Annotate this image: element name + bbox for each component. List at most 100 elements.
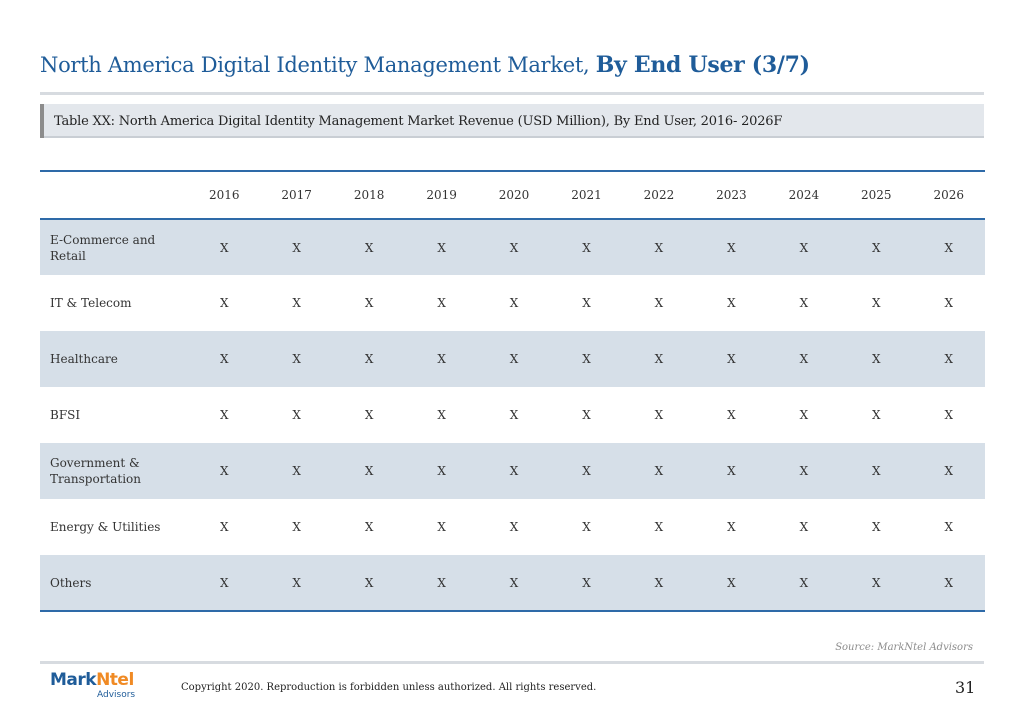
table-cell: X	[437, 296, 446, 310]
footer-divider	[40, 661, 984, 664]
table-caption: Table XX: North America Digital Identity…	[54, 114, 783, 129]
table-row: E-Commerce and Retail X X X X X X X X X X X	[40, 219, 985, 275]
table-cell: X	[622, 555, 696, 612]
table-header-row: 2016 2017 2018 2019 2020 2021 2022 2023 2024 2025…	[40, 170, 985, 220]
table-cell: X	[219, 464, 229, 478]
table-cell: X	[292, 408, 301, 422]
table-cell: X	[292, 240, 301, 255]
year-header: 2021	[550, 170, 623, 220]
row-label: IT & Telecom	[50, 296, 132, 310]
table-cell: X	[509, 352, 519, 366]
table-cell: X	[219, 240, 229, 255]
row-label: Energy & Utilities	[50, 520, 161, 534]
table-cell: X	[219, 296, 229, 310]
row-label: Others	[40, 555, 188, 612]
year-header: 2022	[622, 170, 696, 220]
year-header: 2020	[477, 170, 551, 220]
market-revenue-table: 2016 2017 2018 2019 2020 2021 2022 2023 2024 2025…	[40, 170, 985, 612]
table-body: E-Commerce and Retail X X X X X X X X X X X IT & Tel…	[40, 219, 985, 612]
table-cell: X	[437, 520, 446, 534]
table-cell: X	[188, 555, 261, 612]
table-cell: X	[799, 296, 809, 310]
logo-ntel-text: Ntel	[96, 670, 134, 690]
table-cell: X	[872, 520, 881, 534]
table-row: Healthcare X X X X X X X X X X X	[40, 331, 985, 387]
table-cell: X	[364, 464, 374, 478]
table-cell: X	[727, 240, 736, 255]
table-cell: X	[654, 464, 664, 478]
table-cell: X	[654, 520, 664, 534]
table-cell: X	[799, 464, 809, 478]
table-cell: X	[695, 555, 768, 612]
logo-subtitle: Advisors	[97, 690, 136, 700]
table-cell: X	[364, 520, 374, 534]
table-cell: X	[872, 408, 881, 422]
table-cell: X	[944, 240, 954, 255]
table-cell: X	[292, 296, 301, 310]
source-note: Source: MarkNtel Advisors	[835, 642, 973, 653]
year-header: 2019	[405, 170, 478, 220]
table-row: BFSI X X X X X X X X X X X	[40, 387, 985, 443]
table-cell: X	[872, 464, 881, 478]
table-cell: X	[292, 464, 301, 478]
page-title: North America Digital Identity Managemen…	[40, 52, 810, 78]
table-cell: X	[944, 464, 954, 478]
table-cell: X	[509, 520, 519, 534]
table-cell: X	[582, 408, 591, 422]
year-header: 2025	[840, 170, 913, 220]
table-cell: X	[727, 352, 736, 366]
table-cell: X	[944, 296, 954, 310]
table-cell: X	[550, 555, 623, 612]
table-cell: X	[840, 555, 913, 612]
table-cell: X	[582, 352, 591, 366]
table-cell: X	[767, 555, 841, 612]
row-label: Healthcare	[50, 352, 118, 366]
row-label: BFSI	[50, 408, 81, 422]
table-cell: X	[509, 296, 519, 310]
table-cell: X	[582, 520, 591, 534]
page-title-main: North America Digital Identity Managemen…	[40, 53, 596, 77]
header-corner	[40, 170, 188, 220]
table-cell: X	[292, 352, 301, 366]
year-header: 2026	[912, 170, 985, 220]
year-header: 2023	[695, 170, 768, 220]
table-cell: X	[654, 408, 664, 422]
table-cell: X	[872, 296, 881, 310]
table-cell: X	[944, 520, 954, 534]
table-cell: X	[727, 464, 736, 478]
table-cell: X	[364, 296, 374, 310]
logo-mark-text: Mark	[50, 670, 97, 690]
table-row: IT & Telecom X X X X X X X X X X X	[40, 275, 985, 331]
table-cell: X	[219, 352, 229, 366]
table-cell: X	[727, 520, 736, 534]
table-row: Government & Transportation X X X X X X X X X X X	[40, 443, 985, 499]
table-cell: X	[437, 240, 446, 255]
year-header: 2017	[260, 170, 333, 220]
table-cell: X	[944, 352, 954, 366]
table-cell: X	[292, 520, 301, 534]
copyright-notice: Copyright 2020. Reproduction is forbidde…	[181, 682, 597, 693]
table-cell: X	[654, 296, 664, 310]
table-cell: X	[727, 408, 736, 422]
year-header: 2024	[767, 170, 841, 220]
logo-wordmark: MarkNtel	[50, 670, 134, 690]
table-cell: X	[912, 555, 985, 612]
table-cell: X	[509, 464, 519, 478]
table-cell: X	[477, 555, 551, 612]
table-cell: X	[219, 520, 229, 534]
table-cell: X	[437, 464, 446, 478]
table-cell: X	[872, 352, 881, 366]
table-cell: X	[799, 408, 809, 422]
table-row: Energy & Utilities X X X X X X X X X X X	[40, 499, 985, 555]
table-cell: X	[509, 408, 519, 422]
table-cell: X	[654, 352, 664, 366]
table-cell: X	[582, 464, 591, 478]
table-cell: X	[364, 408, 374, 422]
table-cell: X	[437, 408, 446, 422]
table-cell: X	[727, 296, 736, 310]
year-header: 2016	[188, 170, 261, 220]
table-cell: X	[405, 555, 478, 612]
table-cell: X	[364, 352, 374, 366]
table-cell: X	[799, 520, 809, 534]
markntel-logo: MarkNtel Advisors	[50, 670, 140, 702]
